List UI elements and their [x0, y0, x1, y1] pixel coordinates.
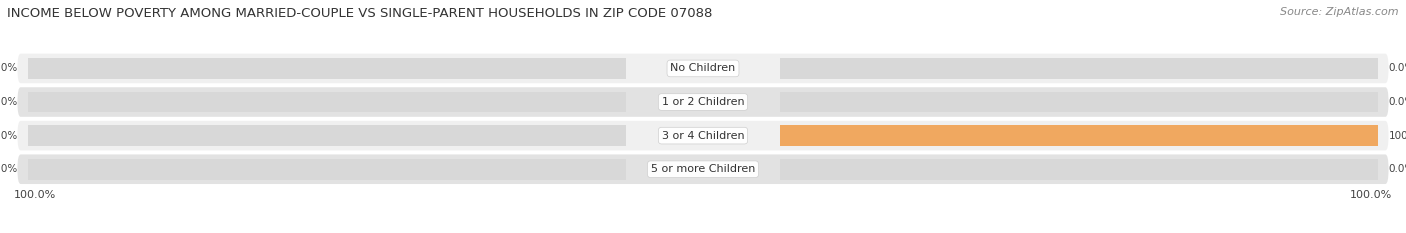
- Text: 0.0%: 0.0%: [0, 131, 17, 141]
- FancyBboxPatch shape: [17, 87, 1389, 117]
- Text: 100.0%: 100.0%: [1350, 190, 1392, 200]
- Text: 100.0%: 100.0%: [14, 190, 56, 200]
- Text: 0.0%: 0.0%: [0, 164, 17, 174]
- Text: 0.0%: 0.0%: [1389, 63, 1406, 73]
- Text: 0.0%: 0.0%: [1389, 164, 1406, 174]
- Text: 100.0%: 100.0%: [1389, 131, 1406, 141]
- FancyBboxPatch shape: [17, 121, 1389, 151]
- Bar: [779, 125, 1378, 146]
- Text: 0.0%: 0.0%: [1389, 97, 1406, 107]
- Text: Source: ZipAtlas.com: Source: ZipAtlas.com: [1281, 7, 1399, 17]
- Text: No Children: No Children: [671, 63, 735, 73]
- Text: 5 or more Children: 5 or more Children: [651, 164, 755, 174]
- Bar: [28, 125, 627, 146]
- Bar: [28, 159, 627, 180]
- Bar: [779, 58, 1378, 79]
- Text: 1 or 2 Children: 1 or 2 Children: [662, 97, 744, 107]
- Text: 0.0%: 0.0%: [0, 63, 17, 73]
- Bar: [28, 58, 627, 79]
- FancyBboxPatch shape: [17, 54, 1389, 83]
- Bar: [779, 159, 1378, 180]
- FancyBboxPatch shape: [17, 154, 1389, 184]
- Bar: [779, 125, 1378, 146]
- Text: 3 or 4 Children: 3 or 4 Children: [662, 131, 744, 141]
- Bar: [28, 92, 627, 113]
- Text: 0.0%: 0.0%: [0, 97, 17, 107]
- Text: INCOME BELOW POVERTY AMONG MARRIED-COUPLE VS SINGLE-PARENT HOUSEHOLDS IN ZIP COD: INCOME BELOW POVERTY AMONG MARRIED-COUPL…: [7, 7, 713, 20]
- Bar: [779, 92, 1378, 113]
